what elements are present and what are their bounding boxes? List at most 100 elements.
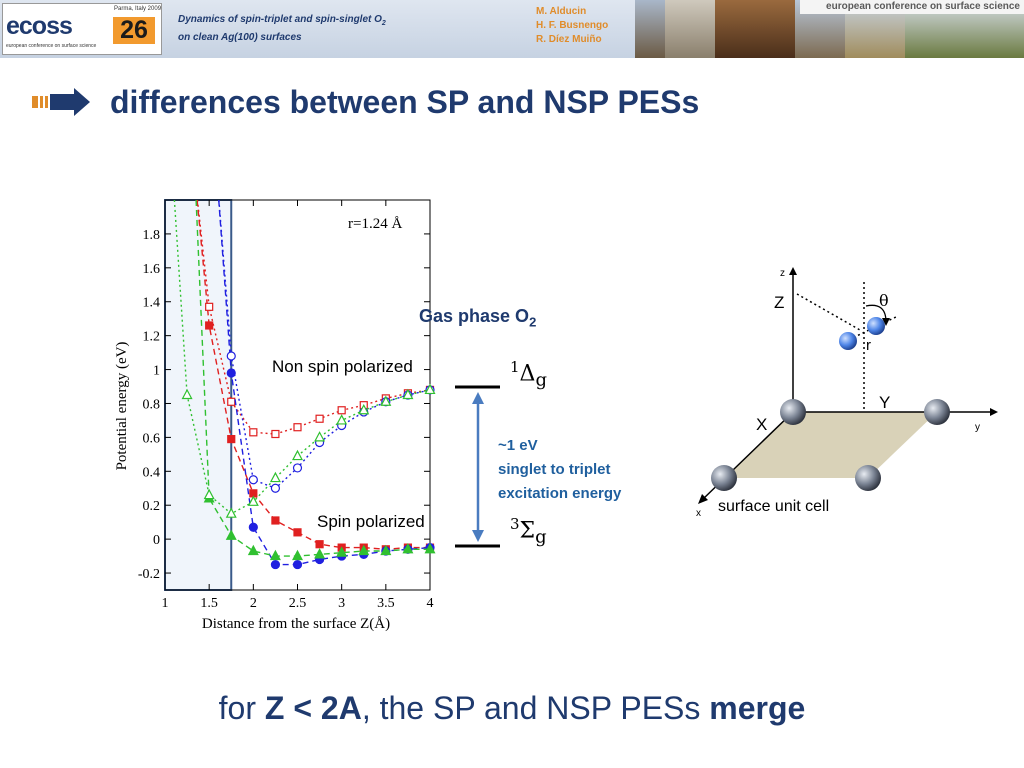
- photo-theatre: [715, 0, 795, 58]
- data-point: [402, 388, 414, 400]
- data-point: [269, 471, 281, 483]
- data-point: [293, 528, 302, 537]
- data-point: [270, 559, 281, 570]
- slide-title: differences between SP and NSP PESs: [110, 84, 700, 120]
- data-point: [248, 475, 258, 485]
- y-tick-label: 0.2: [143, 499, 161, 514]
- energy-level-diagram: [455, 385, 500, 548]
- y-tick-label: 0.6: [143, 431, 161, 446]
- data-point: [205, 321, 214, 330]
- data-point: [205, 302, 214, 311]
- silver-atom: [855, 465, 881, 491]
- data-point: [225, 529, 237, 540]
- y-tick-label: 0.8: [143, 397, 161, 412]
- data-point: [336, 546, 348, 557]
- series-line: [218, 200, 430, 566]
- data-point: [358, 544, 370, 556]
- author: R. Díez Muiño: [536, 34, 602, 45]
- axis-z-label: z: [780, 268, 785, 279]
- axis-y-label: y: [975, 422, 980, 433]
- y-tick-label: 1: [153, 364, 160, 379]
- singlet-state-label: 1Δg: [510, 358, 547, 391]
- data-point: [314, 548, 326, 559]
- highlight-region: [164, 199, 233, 591]
- data-point: [292, 559, 303, 570]
- silver-atom: [780, 399, 806, 425]
- data-point: [336, 414, 348, 425]
- triplet-state-label: 3Σg: [510, 515, 547, 548]
- conclusion-bold2: merge: [709, 690, 806, 726]
- oxygen-atom: [839, 332, 857, 350]
- y-tick-label: 1.2: [143, 330, 161, 345]
- data-point: [402, 543, 414, 554]
- paper-title: Dynamics of spin-triplet and spin-single…: [178, 13, 438, 45]
- author: H. F. Busnengo: [536, 20, 609, 31]
- data-point: [292, 549, 303, 561]
- data-point: [271, 429, 280, 439]
- label-Y: Y: [879, 393, 890, 412]
- state1-sym: Δ: [519, 361, 536, 387]
- data-point: [269, 549, 281, 561]
- state1-sup: 1: [510, 358, 520, 376]
- spin-polarized-label: Spin polarized: [317, 512, 425, 531]
- data-point: [249, 428, 258, 437]
- conclusion-text: for Z < 2A, the SP and NSP PESs merge: [0, 690, 1024, 727]
- surface-unit-cell-caption: surface unit cell: [718, 498, 830, 515]
- non-spin-polarized-label: Non spin polarized: [272, 357, 413, 376]
- state3-sym: Σ: [519, 518, 536, 544]
- axis-x-label: x: [696, 508, 701, 519]
- y-tick-label: -0.2: [138, 567, 160, 582]
- x-tick-label: 1.5: [200, 596, 218, 611]
- data-point: [315, 414, 324, 423]
- paper-title-line1: Dynamics of spin-triplet and spin-single…: [178, 14, 382, 25]
- state3-sub: g: [535, 526, 547, 548]
- data-point: [203, 488, 215, 500]
- photo-church: [665, 0, 715, 58]
- data-point: [225, 507, 237, 518]
- data-point: [292, 449, 303, 461]
- logo-place: Parma, Italy 2009: [114, 6, 162, 12]
- data-point: [248, 522, 258, 532]
- oxygen-atom: [867, 317, 885, 335]
- x-tick-label: 2.5: [289, 596, 307, 611]
- data-point: [181, 388, 193, 400]
- gas-phase-text: Gas phase O: [419, 306, 530, 326]
- y-tick-label: 1.4: [143, 296, 161, 311]
- pes-chart: 1 1.5 2 2.5 3 3.5 4 -0.2 0 0.2 0.4 0.6 0.8 1 1.2 1.4 1.6…: [114, 199, 436, 632]
- logo-text: ecoss: [6, 12, 73, 40]
- data-point: [271, 516, 280, 525]
- label-Z: Z: [774, 293, 784, 312]
- exc-line: ~1 eV: [498, 437, 538, 454]
- series-line: [195, 200, 430, 557]
- x-tick-label: 2: [250, 596, 257, 611]
- y-tick-label: 0: [153, 533, 160, 548]
- series-line: [218, 200, 430, 490]
- y-tick-label: 0.4: [143, 465, 161, 480]
- x-tick-label: 3.5: [377, 596, 395, 611]
- data-point: [247, 495, 259, 506]
- x-tick-label: 1: [162, 596, 169, 611]
- data-point: [293, 423, 302, 432]
- data-point: [314, 431, 326, 442]
- gas-phase-label: Gas phase O2: [419, 306, 536, 330]
- excitation-energy-label: ~1 eV singlet to triplet excitation ener…: [498, 434, 621, 506]
- data-point: [380, 395, 392, 406]
- gas-phase-sub: 2: [529, 314, 537, 330]
- author-list: M. Alducin H. F. Busnengo R. Díez Muiño: [536, 5, 608, 47]
- data-point: [424, 543, 436, 554]
- label-r: r: [866, 337, 871, 354]
- conference-banner: european conference on surface science: [800, 0, 1024, 14]
- state1-sub: g: [535, 369, 547, 391]
- arrow-right-icon: [32, 88, 90, 116]
- paper-title-sub: 2: [381, 20, 386, 27]
- data-point: [424, 383, 436, 395]
- exc-line: excitation energy: [498, 485, 622, 502]
- paper-title-line2: on clean Ag(100) surfaces: [178, 32, 302, 43]
- conclusion-pre: for: [218, 690, 265, 726]
- logo-tagline: european conference on surface science: [6, 43, 97, 49]
- surface-unit-cell-diagram: z y x Z θ r X Y: [696, 267, 998, 519]
- photo-tower: [635, 0, 665, 58]
- data-point: [315, 540, 324, 549]
- silver-atom: [924, 399, 950, 425]
- data-point: [227, 397, 236, 406]
